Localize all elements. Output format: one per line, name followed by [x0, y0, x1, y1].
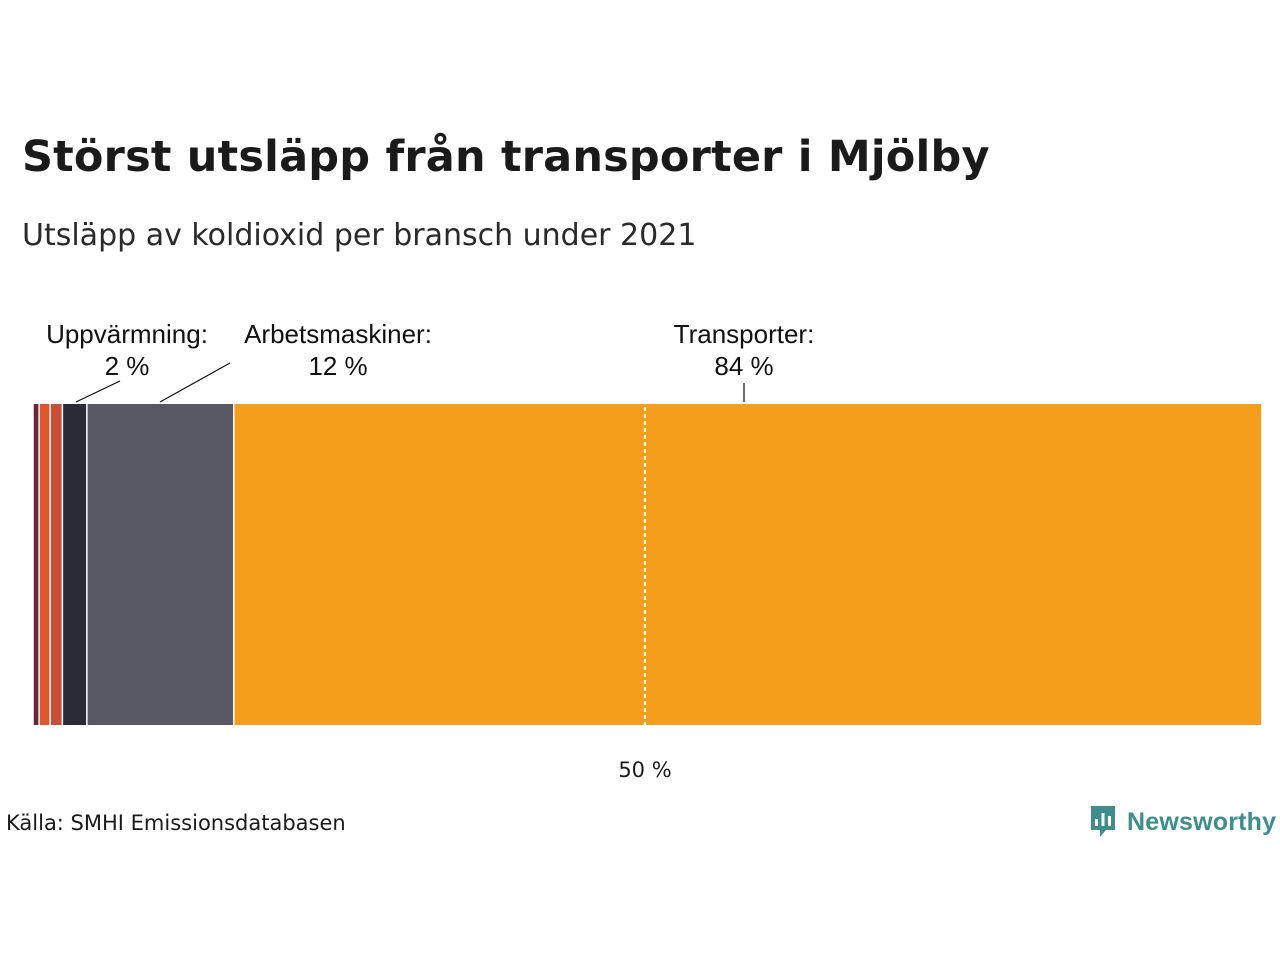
newsworthy-logo-icon: [1091, 806, 1115, 837]
bar-segment-1: [33, 404, 39, 725]
label-value-uppv-rmning: 2 %: [105, 351, 150, 381]
label-title-transporter: Transporter:: [674, 319, 815, 349]
source-note: Källa: SMHI Emissionsdatabasen: [6, 811, 346, 835]
bar-segment-arbetsmaskiner: [87, 404, 233, 725]
bar-segment-uppv-rmning: [63, 404, 87, 725]
bar-segment-3: [50, 404, 62, 725]
brand-logo: Newsworthy: [1089, 803, 1276, 841]
label-title-arbetsmaskiner: Arbetsmaskiner:: [244, 319, 432, 349]
reference-line-label: 50 %: [618, 758, 671, 782]
bar-segment-transporter: [234, 404, 1262, 725]
label-value-transporter: 84 %: [714, 351, 773, 381]
chart-subtitle: Utsläpp av koldioxid per bransch under 2…: [22, 218, 697, 253]
leader-line-uppv-rmning: [75, 380, 121, 403]
leader-line-arbetsmaskiner: [159, 362, 231, 403]
brand-name: Newsworthy: [1127, 807, 1277, 836]
stacked-bar-chart: Uppvärmning:2 % Arbetsmaskiner:12 % Transp…: [33, 319, 1262, 782]
segment-labels: Uppvärmning:2 % Arbetsmaskiner:12 % Transp…: [46, 319, 815, 403]
chart-title: Störst utsläpp från transporter i Mjölby: [22, 132, 990, 182]
bar-segments: [33, 404, 1262, 725]
label-title-uppv-rmning: Uppvärmning:: [46, 319, 208, 349]
reference-line-group: 50 %: [618, 406, 672, 782]
label-value-arbetsmaskiner: 12 %: [308, 351, 367, 381]
bar-segment-2: [39, 404, 50, 725]
